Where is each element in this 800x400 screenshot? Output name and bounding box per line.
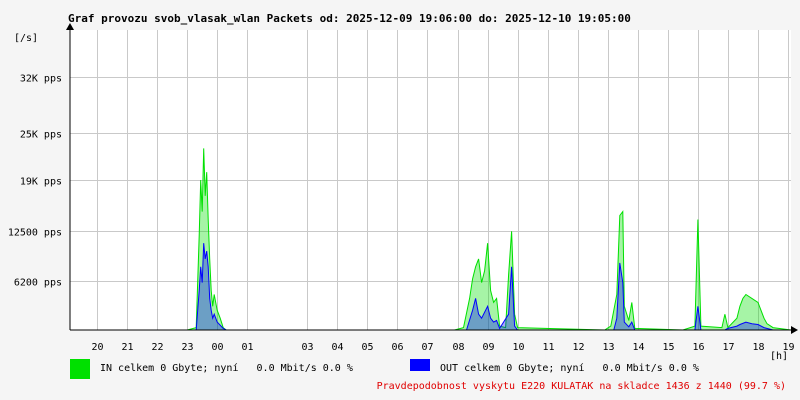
x-tick-label: 09 <box>482 342 494 353</box>
legend-out-text: OUT celkem 0 Gbyte; nyní 0.0 Mbit/s 0.0 … <box>440 362 699 374</box>
x-tick-label: 00 <box>211 342 223 353</box>
x-tick-label: 15 <box>662 342 674 353</box>
x-tick-label: 11 <box>542 342 554 353</box>
legend-in-swatch <box>70 359 90 379</box>
legend-in-text: IN celkem 0 Gbyte; nyní 0.0 Mbit/s 0.0 % <box>100 362 353 374</box>
series-group <box>70 148 792 331</box>
tick-labels: 6200 pps 12500 pps 19K pps 25K pps 32K pps 20… <box>8 74 795 354</box>
x-tick-label: 20 <box>91 342 103 353</box>
x-tick-label: 08 <box>452 342 464 353</box>
x-tick-label: 14 <box>632 342 644 353</box>
x-tick-label: 23 <box>181 342 193 353</box>
x-axis-label: [h] <box>770 351 788 362</box>
chart-title: Graf provozu svob_vlasak_wlan Packets od… <box>68 12 631 25</box>
x-tick-label: 16 <box>692 342 704 353</box>
y-tick-label: 12500 pps <box>8 228 62 239</box>
x-tick-label: 07 <box>421 342 433 353</box>
legend-out-swatch <box>410 359 430 371</box>
y-tick-label: 25K pps <box>20 130 62 141</box>
x-tick-label: 17 <box>722 342 734 353</box>
x-tick-label: 18 <box>752 342 764 353</box>
x-tick-label: 06 <box>391 342 403 353</box>
series-in-line <box>70 148 792 331</box>
x-tick-label: 01 <box>241 342 253 353</box>
y-tick-label: 6200 pps <box>14 278 62 289</box>
y-tick-label: 32K pps <box>20 74 62 85</box>
series-out-line <box>70 243 791 331</box>
y-axis-arrow <box>66 23 74 30</box>
x-tick-label: 22 <box>151 342 163 353</box>
x-tick-label: 19 <box>782 342 794 353</box>
x-tick-label: 12 <box>572 342 584 353</box>
x-tick-label: 03 <box>301 342 313 353</box>
grid <box>70 30 791 330</box>
x-tick-label: 04 <box>331 342 343 353</box>
x-tick-label: 21 <box>121 342 133 353</box>
x-tick-label: 10 <box>512 342 524 353</box>
x-axis-arrow <box>791 326 798 334</box>
probability-note: Pravdepodobnost vyskytu E220 KULATAK na … <box>377 381 786 392</box>
y-axis-label: [/s] <box>14 33 38 44</box>
x-tick-label: 13 <box>602 342 614 353</box>
x-tick-label: 05 <box>361 342 373 353</box>
y-tick-label: 19K pps <box>20 177 62 188</box>
